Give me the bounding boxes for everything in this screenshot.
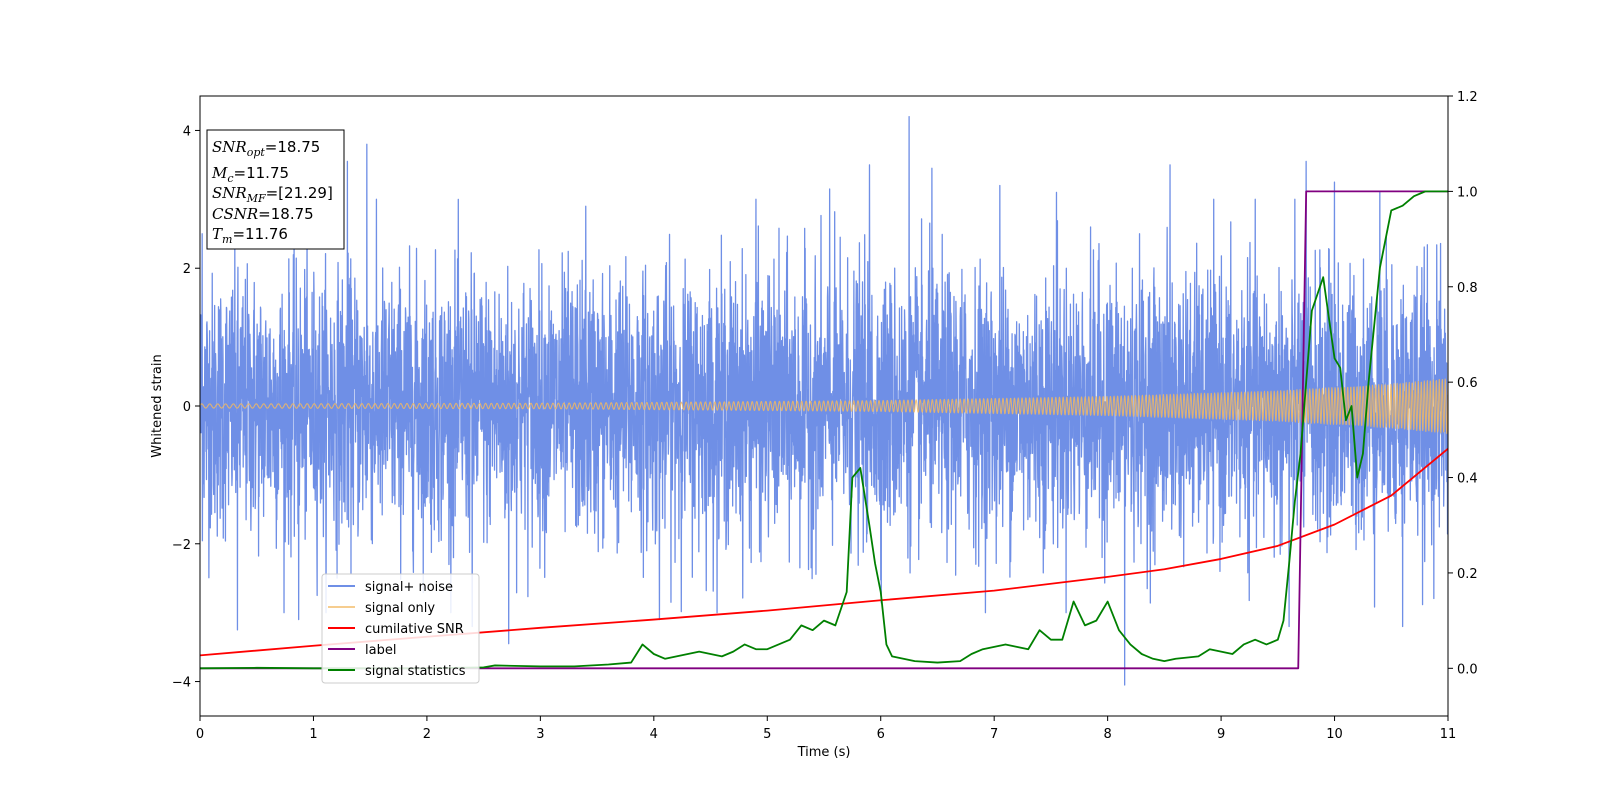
x-tick-label: 2 bbox=[423, 727, 431, 742]
legend-frame bbox=[321, 573, 480, 684]
x-tick-label: 3 bbox=[536, 727, 544, 742]
legend-label: cumilative SNR bbox=[365, 622, 464, 637]
annotation-line: Tm=11.76 bbox=[212, 225, 288, 246]
annotation-sub: opt bbox=[247, 146, 266, 159]
annotation-line: SNRopt=18.75 bbox=[212, 138, 320, 159]
legend-label: signal statistics bbox=[365, 664, 466, 679]
series-line-1 bbox=[200, 378, 1448, 434]
y2-tick-label: 0.8 bbox=[1457, 281, 1478, 296]
x-tick-label: 9 bbox=[1217, 727, 1225, 742]
annotation-value: =18.75 bbox=[265, 138, 321, 156]
annotation-var: SNR bbox=[212, 138, 247, 156]
y-tick-label: 2 bbox=[183, 262, 191, 277]
x-tick-label: 0 bbox=[196, 727, 204, 742]
annotation-value: =11.75 bbox=[234, 164, 290, 182]
annotation-sub: m bbox=[222, 233, 232, 246]
x-tick-label: 10 bbox=[1326, 727, 1343, 742]
y2-tick-label: 1.2 bbox=[1457, 90, 1478, 105]
legend-label: label bbox=[365, 643, 396, 658]
legend: signal+ noise signal only cumilative SNR la… bbox=[321, 573, 480, 684]
y-axis-label: Whitened strain bbox=[150, 354, 165, 457]
y2-tick-label: 0.2 bbox=[1457, 567, 1478, 582]
annotation-line: CSNR=18.75 bbox=[212, 205, 314, 223]
annotation-var: SNR bbox=[212, 184, 247, 202]
annotation-var: T bbox=[212, 225, 223, 243]
x-tick-label: 7 bbox=[990, 727, 998, 742]
x-tick-label: 5 bbox=[763, 727, 771, 742]
y-tick-label: −2 bbox=[172, 538, 191, 553]
x-tick-label: 4 bbox=[650, 727, 658, 742]
y-tick-label: −4 bbox=[172, 676, 191, 691]
annotation-var: M bbox=[211, 164, 228, 182]
annotation-sub: MF bbox=[246, 192, 266, 205]
x-tick-label: 1 bbox=[309, 727, 317, 742]
legend-label: signal only bbox=[365, 601, 435, 616]
y2-tick-label: 0.4 bbox=[1457, 472, 1478, 487]
y2-tick-label: 0.6 bbox=[1457, 376, 1478, 391]
annotation-frame bbox=[206, 129, 345, 250]
annotation-var: CSNR bbox=[212, 205, 258, 223]
y2-tick-label: 1.0 bbox=[1457, 185, 1478, 200]
annotation-line: SNRMF=[21.29] bbox=[212, 184, 333, 205]
x-tick-label: 6 bbox=[877, 727, 885, 742]
series-line-0 bbox=[200, 116, 1448, 686]
annotation-value: =11.76 bbox=[232, 225, 288, 243]
x-tick-label: 11 bbox=[1440, 727, 1457, 742]
x-tick-label: 8 bbox=[1103, 727, 1111, 742]
y2-tick-label: 0.0 bbox=[1457, 662, 1478, 677]
annotation-value: =[21.29] bbox=[266, 184, 333, 202]
annotation-sub: c bbox=[227, 172, 233, 185]
annotation-line: Mc=11.75 bbox=[211, 164, 289, 185]
x-axis-label: Time (s) bbox=[797, 745, 851, 760]
annotation-box: SNRopt=18.75Mc=11.75SNRMF=[21.29]CSNR=18… bbox=[206, 129, 345, 250]
y-tick-label: 0 bbox=[183, 400, 191, 415]
ticks-layer: 0 1 2 3 4 5 6 7 8 9 10 11 −4 −2 0 2 4 0.0 0.2 0.4 0.6 0.8 1.0 1… bbox=[172, 90, 1478, 742]
annotation-value: =18.75 bbox=[258, 205, 314, 223]
legend-label: signal+ noise bbox=[365, 580, 453, 595]
series-line-4 bbox=[200, 190, 1448, 670]
y-tick-label: 4 bbox=[183, 124, 191, 139]
